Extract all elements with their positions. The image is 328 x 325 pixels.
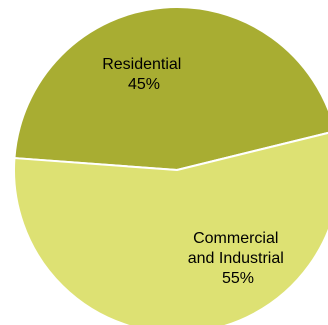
pie-slices	[13, 6, 328, 325]
commercial-label-line-2: and Industrial	[188, 250, 284, 267]
slice-commercial-industrial	[13, 131, 328, 325]
commercial-industrial-label: Commercial and Industrial 55%	[188, 230, 289, 287]
commercial-label-line-1: Commercial	[193, 230, 278, 247]
residential-label-line-1: Residential	[102, 56, 181, 73]
residential-label: Residential 45%	[102, 56, 186, 93]
commercial-value-label: 55%	[222, 270, 254, 287]
slice-residential	[13, 6, 328, 171]
residential-value-label: 45%	[128, 76, 160, 93]
